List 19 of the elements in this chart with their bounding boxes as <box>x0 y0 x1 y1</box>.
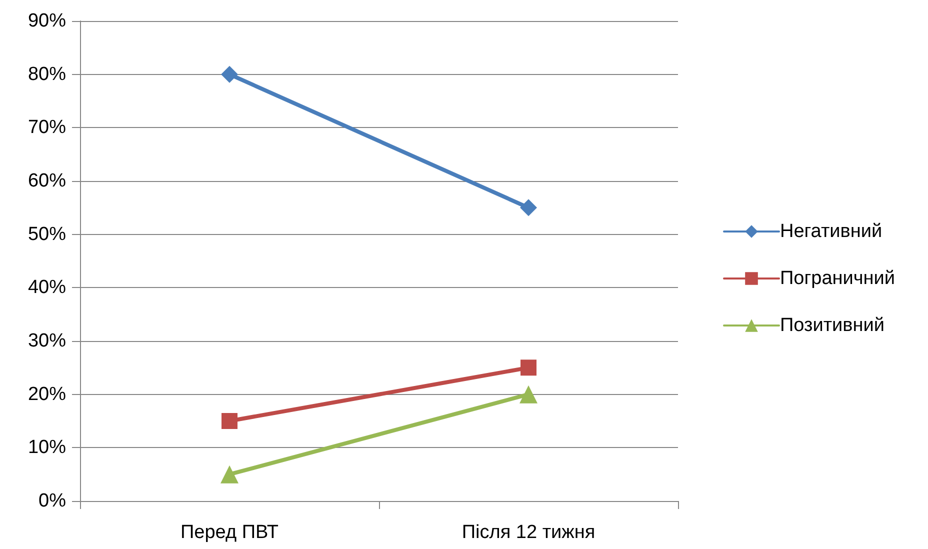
y-tick-label: 10% <box>28 437 66 458</box>
x-tick-label: Після 12 тижня <box>462 522 596 543</box>
y-tick-label: 80% <box>28 64 66 85</box>
y-tick-label: 60% <box>28 170 66 192</box>
y-tick-label: 90% <box>28 10 66 32</box>
y-tick-label: 50% <box>28 224 66 245</box>
point <box>520 199 537 216</box>
point <box>222 413 238 429</box>
legend-label: Негативний <box>780 221 882 242</box>
point <box>520 360 536 376</box>
y-tick-label: 0% <box>38 490 66 512</box>
legend-label: Позитивний <box>780 315 884 336</box>
y-tick-label: 30% <box>28 330 66 352</box>
y-tick-label: 70% <box>28 117 66 138</box>
point <box>221 66 238 83</box>
y-tick-label: 40% <box>28 277 66 298</box>
y-tick-label: 20% <box>28 384 66 405</box>
x-tick-label: Перед ПВТ <box>180 522 279 543</box>
legend-label: Пограничний <box>780 268 896 289</box>
